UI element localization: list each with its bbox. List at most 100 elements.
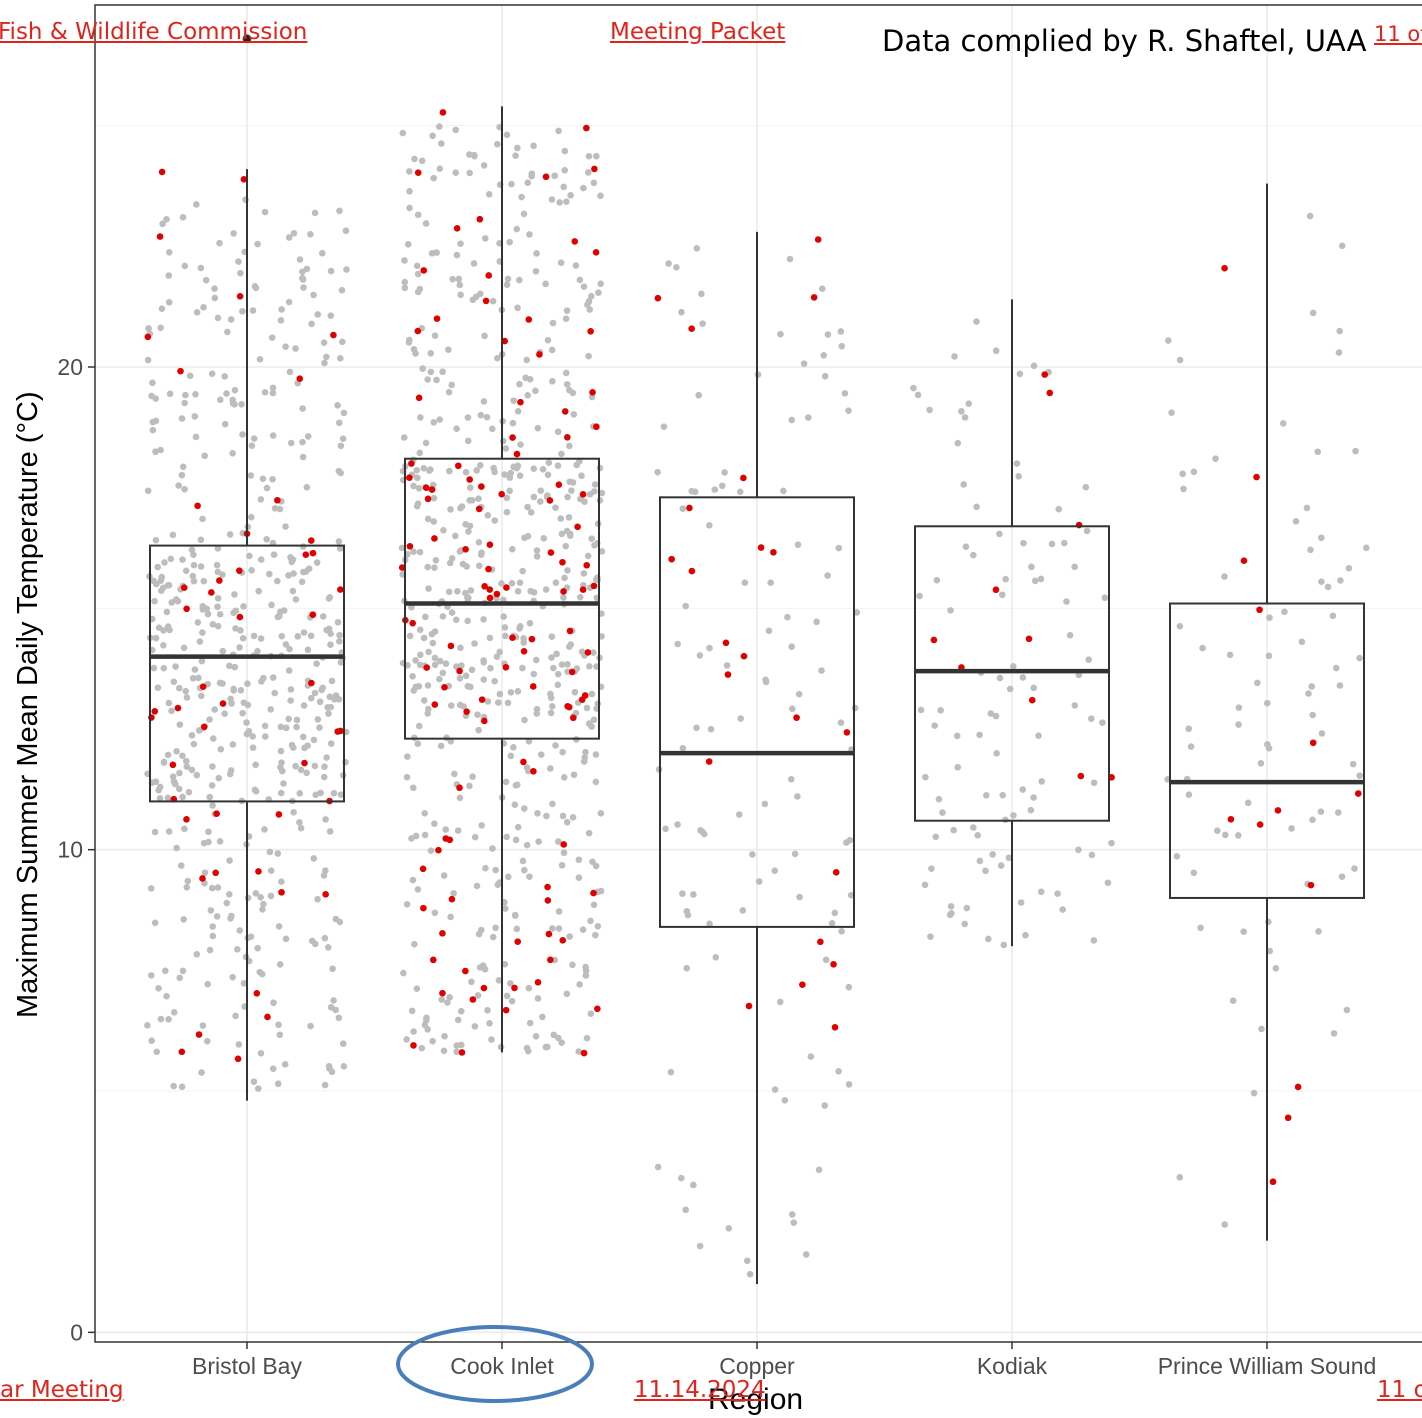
gray-data-point (160, 642, 167, 649)
red-data-point (830, 960, 837, 968)
header-left-link[interactable]: Fish & Wildlife Commission (0, 19, 308, 45)
red-data-point (1227, 815, 1235, 823)
gray-data-point (403, 1036, 410, 1043)
gray-data-point (1013, 460, 1021, 467)
gray-data-point (495, 699, 502, 706)
gray-data-point (503, 508, 511, 516)
gray-data-point (582, 748, 589, 756)
gray-data-point (569, 813, 577, 821)
gray-data-point (580, 758, 588, 765)
gray-data-point (947, 903, 955, 910)
gray-data-point (585, 720, 593, 727)
gray-data-point (249, 744, 257, 752)
gray-data-point (1028, 563, 1035, 571)
gray-data-point (412, 657, 419, 664)
gray-data-point (564, 567, 571, 574)
gray-data-point (290, 570, 297, 577)
gray-data-point (336, 918, 344, 926)
footer-left-link[interactable]: ar Meeting (0, 1377, 124, 1403)
red-data-point (462, 967, 469, 975)
gray-data-point (525, 767, 532, 775)
gray-data-point (951, 353, 958, 360)
gray-data-point (556, 199, 563, 206)
gray-data-point (165, 581, 173, 589)
cook-inlet-highlight-ellipse (396, 1325, 594, 1403)
gray-data-point (537, 751, 545, 758)
gray-data-point (339, 1040, 347, 1047)
gray-data-point (236, 927, 244, 934)
gray-data-point (593, 152, 600, 160)
gray-data-point (546, 765, 554, 772)
red-data-point (486, 586, 494, 593)
red-data-point (502, 1006, 510, 1014)
gray-data-point (214, 622, 222, 630)
gray-data-point (155, 985, 162, 992)
red-data-point (590, 582, 598, 590)
gray-data-point (422, 439, 430, 447)
gray-data-point (235, 258, 242, 265)
header-right-link[interactable]: 11 of (1374, 22, 1422, 46)
gray-data-point (530, 670, 538, 678)
red-data-point (501, 337, 508, 345)
gray-data-point (788, 416, 795, 424)
gray-data-point (189, 674, 197, 682)
gray-data-point (467, 587, 475, 594)
gray-data-point (517, 441, 524, 448)
footer-center-link[interactable]: 11.14.2024 (634, 1377, 766, 1403)
gray-data-point (457, 291, 464, 299)
gray-data-point (679, 744, 687, 752)
gray-data-point (248, 567, 255, 574)
gray-data-point (257, 893, 264, 901)
gray-data-point (149, 426, 157, 434)
gray-data-point (530, 493, 538, 501)
gray-data-point (563, 381, 571, 388)
gray-data-point (325, 710, 332, 717)
gray-data-point (190, 740, 198, 748)
gray-data-point (277, 747, 285, 755)
red-data-point (309, 611, 317, 618)
gray-data-point (1334, 809, 1342, 816)
red-data-point (420, 267, 428, 274)
gray-data-point (226, 531, 234, 538)
gray-data-point (206, 946, 214, 954)
gray-data-point (476, 462, 484, 469)
gray-data-point (463, 563, 470, 570)
gray-data-point (835, 1068, 842, 1075)
gray-data-point (845, 407, 852, 414)
gray-data-point (168, 707, 175, 715)
red-data-point (740, 474, 747, 482)
data-credit: Data complied by R. Shaftel, UAA (882, 24, 1367, 58)
gray-data-point (293, 716, 301, 724)
gray-data-point (821, 372, 829, 380)
gray-data-point (316, 724, 323, 731)
gray-data-point (503, 494, 511, 502)
gray-data-point (447, 506, 454, 513)
gray-data-point (412, 350, 419, 357)
gray-data-point (213, 913, 221, 920)
gray-data-point (209, 802, 216, 809)
gray-data-point (425, 648, 432, 656)
gray-data-point (1305, 690, 1312, 697)
header-center-link[interactable]: Meeting Packet (610, 19, 786, 45)
gray-data-point (489, 933, 497, 941)
red-data-point (757, 544, 765, 551)
gray-data-point (835, 544, 843, 552)
gray-data-point (330, 789, 338, 797)
gray-data-point (293, 723, 300, 731)
gray-data-point (472, 293, 480, 301)
gray-data-point (818, 667, 825, 674)
gray-data-point (963, 904, 971, 912)
footer-right-link[interactable]: 11 o (1377, 1377, 1422, 1403)
red-data-point (236, 293, 244, 300)
gray-data-point (432, 556, 440, 564)
red-data-point (322, 891, 329, 898)
gray-data-point (506, 487, 513, 495)
gray-data-point (431, 564, 438, 571)
gray-data-point (578, 648, 586, 656)
gray-data-point (1318, 730, 1326, 737)
red-data-point (668, 555, 675, 563)
gray-data-point (190, 577, 198, 585)
gray-data-point (217, 745, 225, 753)
gray-data-point (307, 632, 315, 640)
gray-data-point (436, 657, 444, 665)
